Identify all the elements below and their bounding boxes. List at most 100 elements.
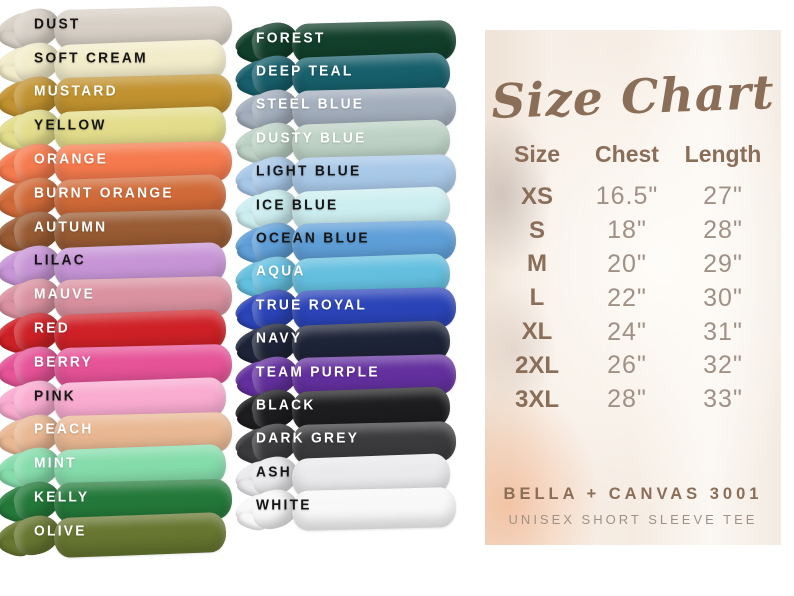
- color-name-label: ICE BLUE: [256, 197, 339, 214]
- size-table-header: Size Chest Length: [485, 141, 781, 168]
- color-name-label: STEEL BLUE: [256, 96, 365, 113]
- color-swatch: RED: [0, 308, 232, 358]
- product-line: UNISEX SHORT SLEEVE TEE: [508, 512, 758, 527]
- color-name-label: MINT: [34, 455, 77, 472]
- color-swatch: ORANGE: [0, 139, 233, 189]
- chest-cell: 18": [607, 216, 647, 245]
- color-swatch: OLIVE: [0, 511, 232, 561]
- color-name-label: DUST: [34, 16, 81, 33]
- length-cell: 29": [703, 249, 743, 278]
- chest-column-header: Chest: [595, 141, 659, 167]
- color-name-label: WHITE: [256, 497, 312, 514]
- color-swatch: NAVY: [231, 319, 456, 368]
- tee-roll: [291, 487, 457, 532]
- size-table-row: L 22" 30": [485, 281, 781, 315]
- length-cell: 31": [703, 317, 743, 346]
- color-swatch: MINT: [0, 443, 232, 493]
- color-name-label: ORANGE: [34, 151, 109, 168]
- color-name-label: AUTUMN: [34, 219, 108, 236]
- color-swatch: SOFT CREAM: [0, 38, 232, 87]
- color-swatch: TEAM PURPLE: [231, 352, 457, 401]
- color-swatch: LIGHT BLUE: [231, 152, 457, 201]
- color-swatch: ASH: [231, 452, 456, 502]
- color-name-label: ASH: [256, 464, 292, 481]
- chest-cell: 26": [607, 351, 647, 380]
- length-cell: 32": [703, 351, 743, 380]
- color-name-label: SOFT CREAM: [34, 50, 148, 67]
- size-cell: XS: [520, 182, 553, 210]
- color-swatch: MAUVE: [0, 275, 233, 324]
- size-table-row: XL 24" 31": [485, 315, 781, 349]
- size-table-row: S 18" 28": [485, 214, 781, 248]
- size-cell: 2XL: [514, 351, 559, 379]
- chest-cell: 20": [607, 249, 647, 278]
- color-swatch: DARK GREY: [231, 419, 457, 468]
- color-swatch: DUSTY BLUE: [231, 118, 456, 168]
- size-table-row: XS 16.5" 27": [485, 180, 781, 214]
- color-name-label: MUSTARD: [34, 83, 118, 100]
- chest-cell: 16.5": [595, 182, 659, 211]
- color-swatch: WHITE: [231, 486, 457, 535]
- size-cell: XL: [521, 318, 553, 346]
- color-name-label: PEACH: [34, 421, 94, 438]
- color-name-label: LILAC: [34, 252, 86, 269]
- length-column-header: Length: [684, 141, 762, 167]
- color-swatch: FOREST: [231, 18, 457, 68]
- size-cell: 3XL: [514, 385, 559, 413]
- color-name-label: DARK GREY: [256, 430, 360, 447]
- color-swatch: LILAC: [0, 241, 232, 290]
- color-name-label: KELLY: [34, 489, 90, 506]
- color-name-label: OCEAN BLUE: [256, 230, 370, 247]
- color-name-label: BLACK: [256, 397, 316, 414]
- color-name-label: PINK: [34, 388, 77, 405]
- color-name-label: BERRY: [34, 354, 94, 371]
- color-swatch: MUSTARD: [0, 72, 233, 121]
- color-name-label: TRUE ROYAL: [256, 297, 368, 314]
- color-swatch: STEEL BLUE: [231, 85, 457, 134]
- chest-cell: 24": [607, 317, 647, 346]
- color-swatch: BERRY: [0, 342, 233, 392]
- color-name-label: NAVY: [256, 330, 303, 347]
- color-column-right: FOREST DEEP TEAL STEEL BLUE DUSTY BLUE L…: [231, 18, 457, 535]
- size-table-row: 2XL 26" 32": [485, 349, 781, 383]
- color-swatch: KELLY: [0, 477, 233, 527]
- color-swatch: BURNT ORANGE: [0, 173, 232, 223]
- color-name-label: AQUA: [256, 263, 306, 280]
- color-swatch: PEACH: [0, 410, 233, 459]
- size-cell: L: [529, 284, 545, 312]
- size-chart-title: Size Chart: [490, 65, 776, 130]
- size-chart-panel: Size Chart Size Chest Length XS 16.5" 27…: [485, 30, 781, 545]
- color-swatch: AQUA: [231, 252, 456, 301]
- length-cell: 33": [703, 385, 743, 414]
- color-swatch: OCEAN BLUE: [231, 218, 457, 268]
- chest-cell: 22": [607, 283, 647, 312]
- size-table: XS 16.5" 27" S 18" 28" M 20" 29" L 22" 3…: [485, 180, 781, 417]
- color-swatch: DEEP TEAL: [231, 52, 456, 101]
- color-swatch: ICE BLUE: [231, 185, 456, 235]
- length-cell: 30": [703, 283, 743, 312]
- color-name-label: RED: [34, 320, 70, 337]
- color-name-label: OLIVE: [34, 523, 87, 540]
- color-name-label: TEAM PURPLE: [256, 363, 380, 380]
- length-cell: 28": [703, 216, 743, 245]
- size-table-row: M 20" 29": [485, 248, 781, 282]
- color-name-label: FOREST: [256, 30, 326, 47]
- brand-line: BELLA + CANVAS 3001: [503, 485, 763, 503]
- size-table-row: 3XL 28" 33": [485, 383, 781, 417]
- size-cell: S: [528, 216, 545, 244]
- chest-cell: 28": [607, 385, 647, 414]
- color-swatch: AUTUMN: [0, 207, 233, 256]
- color-name-label: BURNT ORANGE: [34, 185, 174, 202]
- length-cell: 27": [703, 182, 743, 211]
- size-cell: M: [527, 250, 547, 278]
- color-name-label: MAUVE: [34, 286, 96, 303]
- color-swatch: PINK: [0, 376, 232, 425]
- size-column-header: Size: [513, 141, 561, 167]
- color-swatch: TRUE ROYAL: [231, 285, 457, 335]
- color-name-label: YELLOW: [34, 117, 107, 134]
- color-name-label: DUSTY BLUE: [256, 130, 367, 147]
- color-name-label: LIGHT BLUE: [256, 163, 362, 180]
- color-swatch: BLACK: [231, 385, 456, 435]
- color-column-left: DUST SOFT CREAM MUSTARD YELLOW ORANGE BU…: [0, 4, 233, 561]
